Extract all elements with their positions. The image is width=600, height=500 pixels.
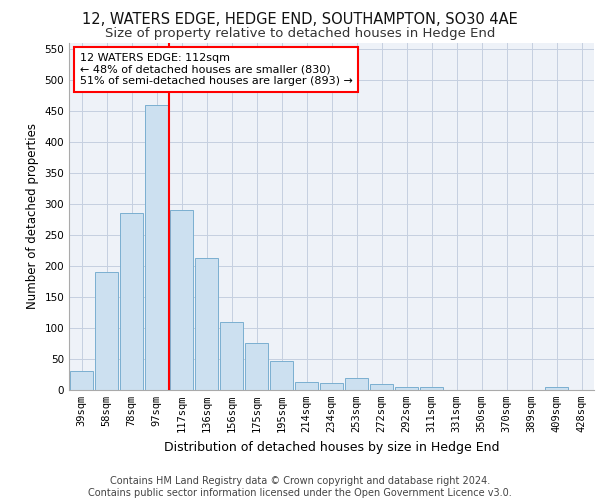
Bar xyxy=(295,382,318,390)
Text: Size of property relative to detached houses in Hedge End: Size of property relative to detached ho… xyxy=(105,28,495,40)
Bar xyxy=(420,387,443,390)
Bar xyxy=(95,272,118,390)
Bar xyxy=(345,378,368,390)
Bar xyxy=(395,387,418,390)
Bar xyxy=(245,344,268,390)
Bar xyxy=(195,258,218,390)
Bar xyxy=(545,387,568,390)
Y-axis label: Number of detached properties: Number of detached properties xyxy=(26,123,39,309)
Bar xyxy=(170,210,193,390)
Text: 12 WATERS EDGE: 112sqm
← 48% of detached houses are smaller (830)
51% of semi-de: 12 WATERS EDGE: 112sqm ← 48% of detached… xyxy=(79,53,352,86)
Bar xyxy=(220,322,243,390)
Text: Contains HM Land Registry data © Crown copyright and database right 2024.
Contai: Contains HM Land Registry data © Crown c… xyxy=(88,476,512,498)
Bar xyxy=(370,384,393,390)
Text: 12, WATERS EDGE, HEDGE END, SOUTHAMPTON, SO30 4AE: 12, WATERS EDGE, HEDGE END, SOUTHAMPTON,… xyxy=(82,12,518,28)
Bar xyxy=(270,361,293,390)
Bar xyxy=(120,213,143,390)
X-axis label: Distribution of detached houses by size in Hedge End: Distribution of detached houses by size … xyxy=(164,440,499,454)
Bar xyxy=(145,104,168,390)
Bar xyxy=(70,372,93,390)
Bar xyxy=(320,382,343,390)
